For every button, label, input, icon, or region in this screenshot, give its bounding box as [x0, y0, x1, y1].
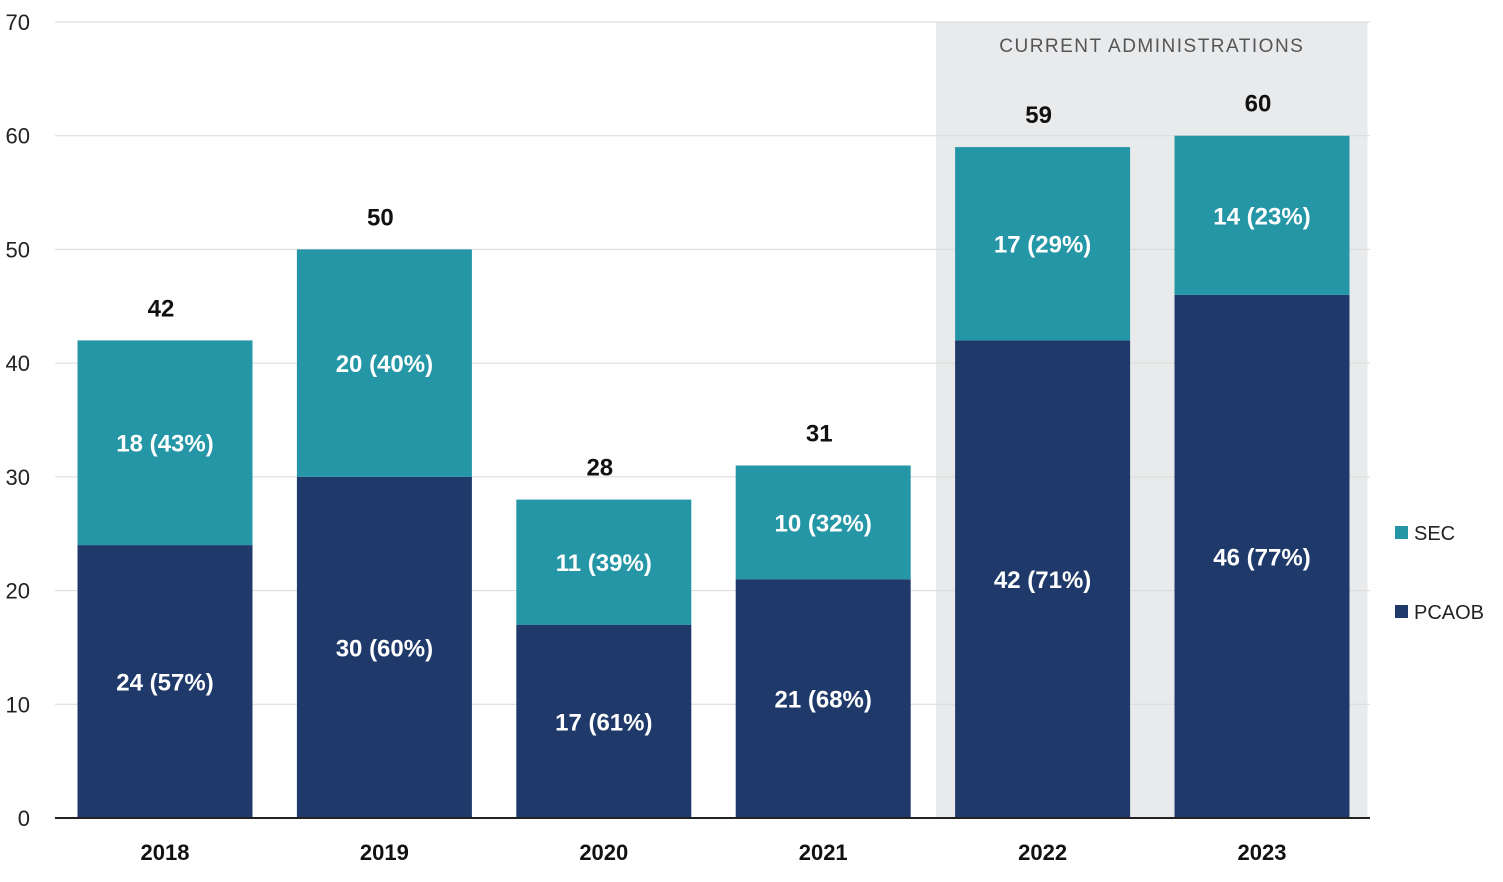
legend-label-pcaob: PCAOB [1414, 602, 1484, 624]
total-label-2019: 50 [367, 204, 394, 231]
data-label-pcaob-2019: 30 (60%) [336, 635, 433, 662]
bar-pcaob-2020 [516, 624, 692, 818]
x-tick-label: 2022 [1018, 840, 1067, 865]
y-tick-label: 0 [18, 806, 30, 831]
annotation-label: CURRENT ADMINISTRATIONS [999, 36, 1304, 57]
total-label-2018: 42 [148, 295, 175, 322]
data-label-sec-2018: 18 (43%) [116, 431, 213, 458]
bar-sec-2020 [516, 499, 692, 625]
data-label-pcaob-2021: 21 (68%) [775, 687, 872, 714]
total-label-2021: 31 [806, 420, 833, 447]
bar-pcaob-2022 [955, 340, 1131, 818]
data-label-sec-2022: 17 (29%) [994, 232, 1091, 259]
data-label-sec-2020: 11 (39%) [556, 550, 652, 577]
y-tick-label: 40 [6, 351, 30, 376]
total-label-2023: 60 [1245, 91, 1272, 118]
x-tick-label: 2021 [799, 840, 848, 865]
bar-sec-2023 [1174, 135, 1350, 295]
y-tick-label: 70 [6, 10, 30, 35]
data-label-pcaob-2022: 42 (71%) [994, 567, 1091, 594]
bar-pcaob-2018 [77, 545, 253, 818]
y-tick-label: 30 [6, 465, 30, 490]
total-label-2022: 59 [1025, 102, 1052, 129]
x-tick-label: 2019 [360, 840, 409, 865]
y-tick-label: 10 [6, 692, 30, 717]
y-tick-label: 20 [6, 579, 30, 604]
x-tick-label: 2018 [141, 840, 190, 865]
y-tick-label: 50 [6, 237, 30, 262]
bar-sec-2021 [735, 465, 911, 580]
data-label-sec-2019: 20 (40%) [336, 351, 433, 378]
bar-sec-2019 [296, 249, 472, 477]
legend-swatch-sec [1395, 526, 1408, 539]
bar-pcaob-2021 [735, 579, 911, 818]
data-label-sec-2023: 14 (23%) [1213, 203, 1310, 230]
bar-sec-2018 [77, 340, 253, 546]
data-label-pcaob-2023: 46 (77%) [1213, 544, 1310, 571]
x-tick-label: 2023 [1238, 840, 1287, 865]
data-label-pcaob-2018: 24 (57%) [116, 670, 213, 697]
data-label-pcaob-2020: 17 (61%) [555, 709, 652, 736]
legend-swatch-pcaob [1395, 605, 1408, 618]
legend-label-sec: SEC [1414, 523, 1455, 545]
bar-pcaob-2023 [1174, 294, 1350, 818]
y-tick-label: 60 [6, 124, 30, 149]
bar-sec-2022 [955, 147, 1131, 341]
x-tick-label: 2020 [579, 840, 628, 865]
data-label-sec-2021: 10 (32%) [775, 510, 872, 537]
bar-pcaob-2019 [296, 476, 472, 818]
total-label-2020: 28 [586, 455, 613, 482]
